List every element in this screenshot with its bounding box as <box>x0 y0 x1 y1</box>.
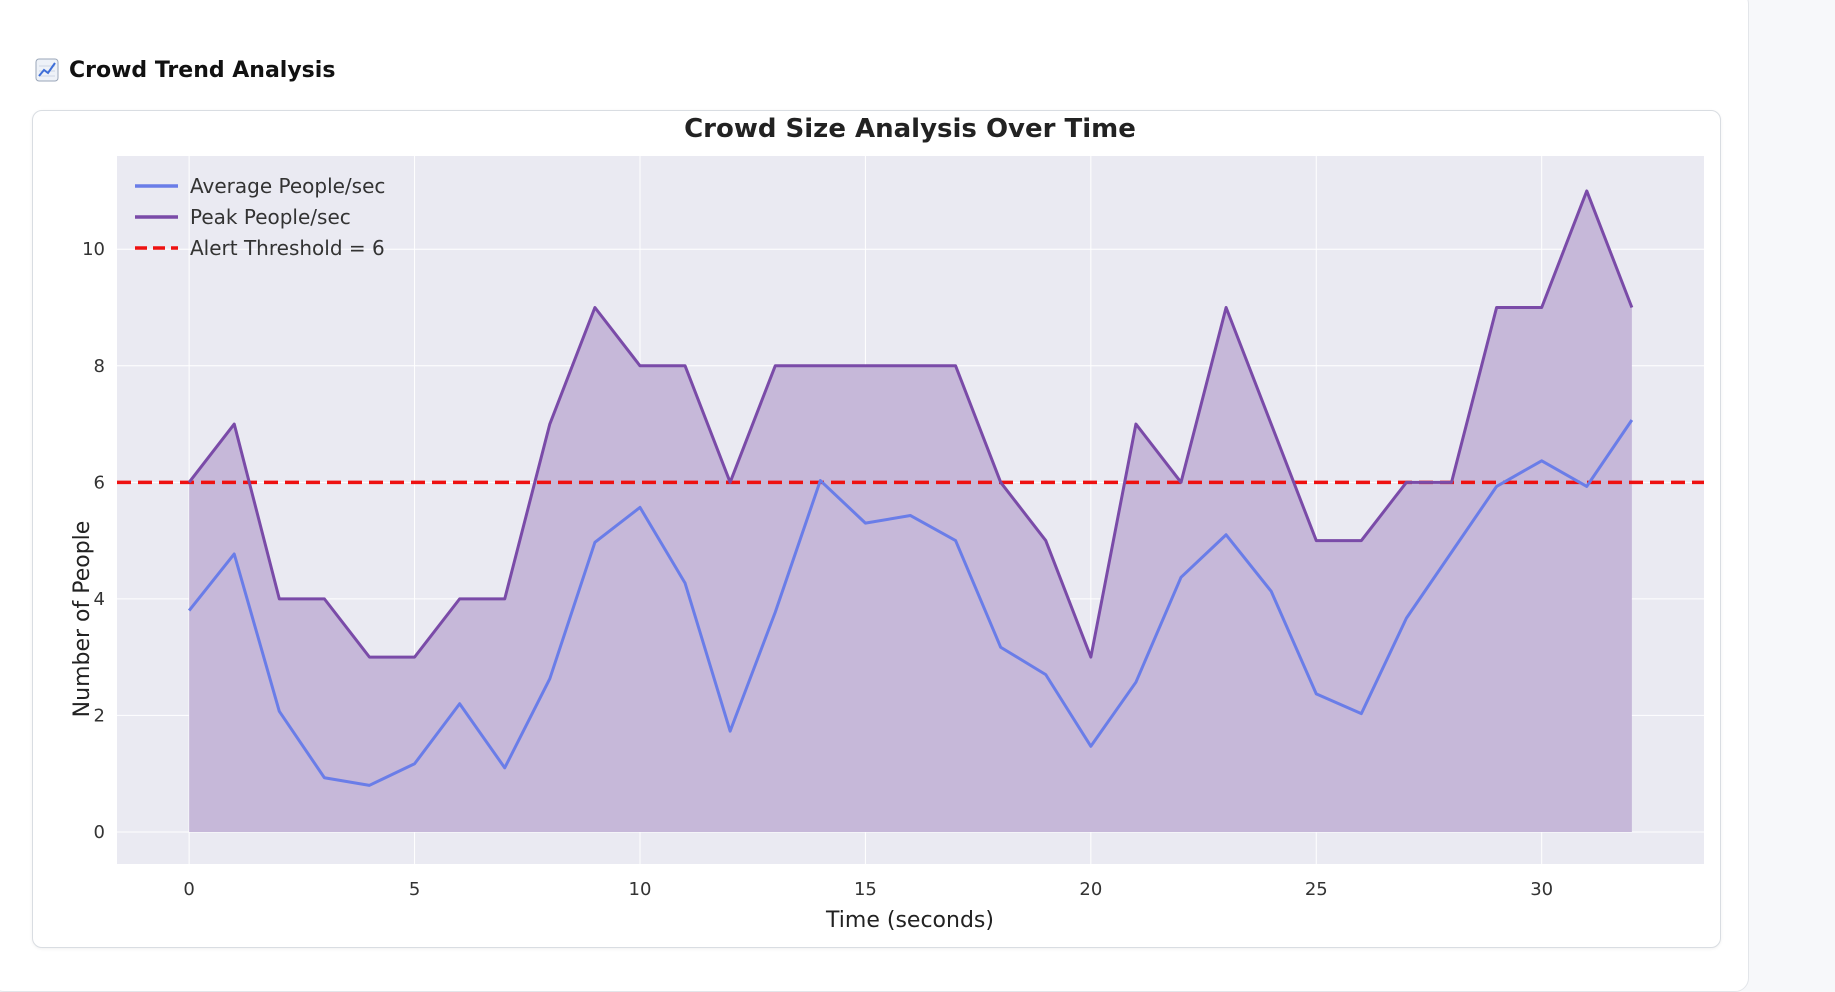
legend-peak-label: Peak People/sec <box>190 205 351 229</box>
x-tick-label: 25 <box>1305 879 1328 900</box>
x-axis-label: Time (seconds) <box>825 908 994 933</box>
y-tick-label: 6 <box>94 472 105 493</box>
y-axis-label: Number of People <box>70 521 95 718</box>
peak-area-fill <box>189 190 1632 832</box>
x-tick-label: 10 <box>629 879 652 900</box>
x-tick-label: 0 <box>183 879 194 900</box>
x-tick-label: 15 <box>854 879 877 900</box>
chart-title: Crowd Size Analysis Over Time <box>684 114 1136 144</box>
y-tick-label: 8 <box>94 356 105 377</box>
x-tick-label: 30 <box>1530 879 1553 900</box>
y-tick-label: 0 <box>94 822 105 843</box>
legend-average-label: Average People/sec <box>190 174 385 198</box>
y-tick-label: 2 <box>94 705 105 726</box>
section-title-text: Crowd Trend Analysis <box>69 57 336 83</box>
average-line <box>187 419 1634 787</box>
legend-threshold-label: Alert Threshold = 6 <box>190 236 385 260</box>
chart-card: 0 5 10 15 20 25 30 0 2 4 6 8 10 Average People/sec Pe… <box>32 110 1721 948</box>
crowd-size-chart: 0 5 10 15 20 25 30 0 2 4 6 8 10 Average People/sec Pe… <box>70 114 1704 933</box>
peak-line <box>187 189 1634 659</box>
x-tick-label: 5 <box>409 879 420 900</box>
y-tick-label: 4 <box>94 589 105 610</box>
x-tick-label: 20 <box>1079 879 1102 900</box>
chart-increasing-icon <box>35 58 59 82</box>
section-header: Crowd Trend Analysis <box>35 55 335 85</box>
y-tick-label: 10 <box>82 239 105 260</box>
